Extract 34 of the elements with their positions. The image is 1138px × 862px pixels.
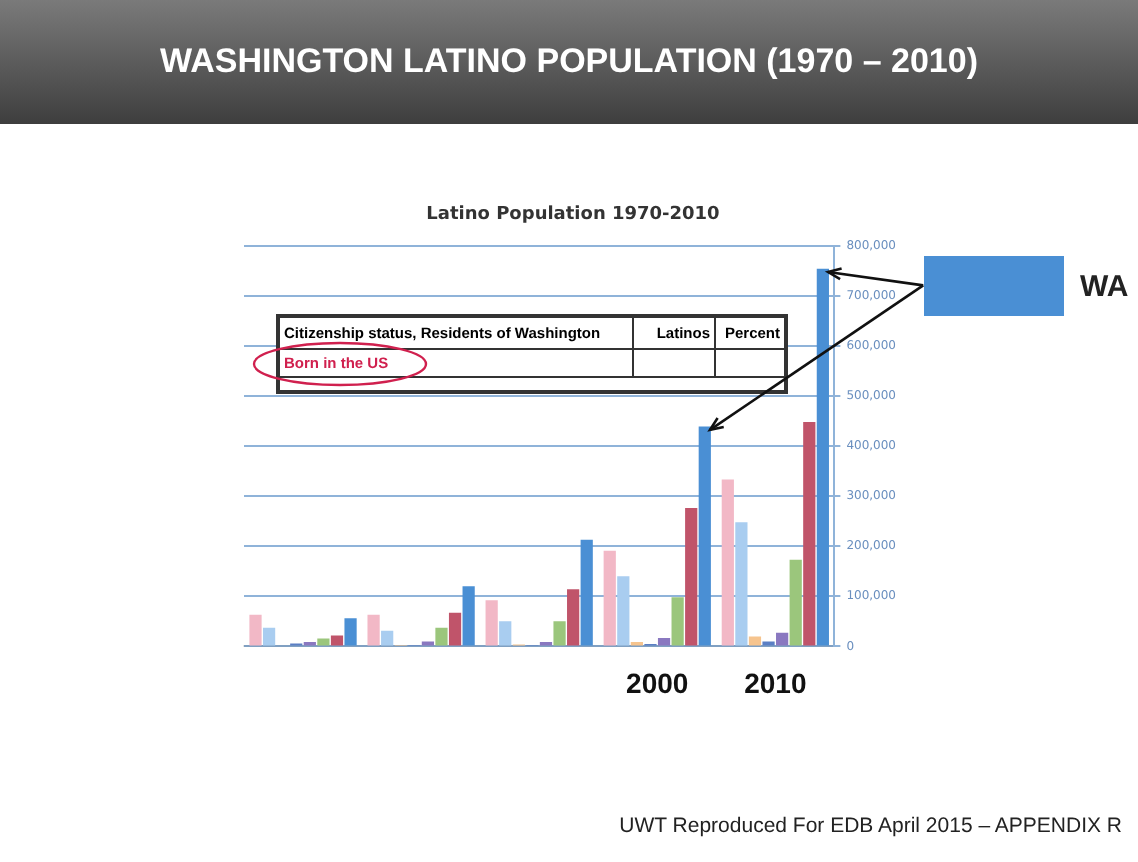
x-tick-label: 2000 xyxy=(626,666,689,699)
bar xyxy=(803,421,816,646)
bar xyxy=(685,508,698,646)
bar xyxy=(721,479,734,646)
bar xyxy=(698,426,711,646)
bar xyxy=(435,627,448,646)
bar xyxy=(262,627,276,646)
bar xyxy=(580,539,593,646)
bar xyxy=(317,638,330,646)
bar xyxy=(448,612,462,646)
bar xyxy=(485,600,498,646)
bar xyxy=(344,618,357,646)
chart-title: Latino Population 1970-2010 xyxy=(426,205,720,226)
bar xyxy=(603,550,616,646)
bar xyxy=(789,559,802,646)
bar xyxy=(330,635,344,646)
bar xyxy=(748,636,762,646)
bar xyxy=(462,586,475,646)
bar xyxy=(735,522,748,646)
bar xyxy=(381,630,394,646)
bar xyxy=(816,268,829,646)
chart-subtitle: WASHINGTON LATINO POPULATION (1970 – 2010) xyxy=(0,0,1138,124)
bar xyxy=(499,621,512,646)
bar xyxy=(367,614,380,646)
bar xyxy=(249,614,262,646)
x-tick-label: 2010 xyxy=(744,666,807,699)
bar xyxy=(553,621,566,646)
legend-label: WA xyxy=(1080,269,1129,303)
bar xyxy=(567,589,580,646)
bar xyxy=(617,576,630,646)
text: UWT Reproduced For EDB April 2015 – APPENDIX R xyxy=(619,814,1122,838)
bar xyxy=(776,632,789,646)
bar xyxy=(657,637,671,646)
bar xyxy=(671,597,684,646)
